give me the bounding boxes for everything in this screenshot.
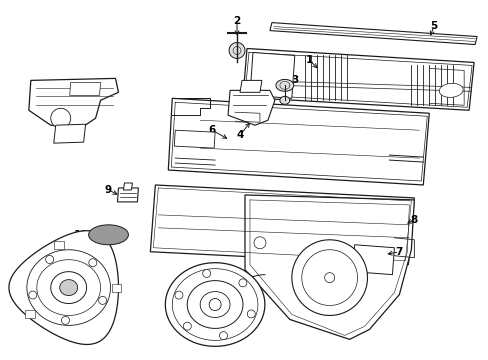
Polygon shape xyxy=(249,53,294,98)
Polygon shape xyxy=(37,260,101,315)
Text: 3: 3 xyxy=(290,75,298,85)
Text: 13: 13 xyxy=(16,284,30,294)
Polygon shape xyxy=(99,296,106,304)
Text: 12: 12 xyxy=(56,84,71,93)
Polygon shape xyxy=(200,292,229,318)
Polygon shape xyxy=(123,183,132,190)
Polygon shape xyxy=(150,185,413,265)
Polygon shape xyxy=(244,195,413,339)
Polygon shape xyxy=(187,280,243,328)
Text: 7: 7 xyxy=(395,247,402,257)
Polygon shape xyxy=(229,42,244,58)
Polygon shape xyxy=(88,225,128,245)
Polygon shape xyxy=(291,240,367,315)
Polygon shape xyxy=(51,108,71,128)
Polygon shape xyxy=(227,90,274,125)
Polygon shape xyxy=(219,332,227,339)
Polygon shape xyxy=(183,322,191,330)
Text: 6: 6 xyxy=(208,125,215,135)
Polygon shape xyxy=(165,263,264,346)
Polygon shape xyxy=(172,269,258,340)
Polygon shape xyxy=(9,231,118,345)
Polygon shape xyxy=(301,250,357,306)
Polygon shape xyxy=(51,272,86,303)
Polygon shape xyxy=(324,273,334,283)
Polygon shape xyxy=(117,188,138,202)
Polygon shape xyxy=(253,237,265,249)
Polygon shape xyxy=(69,82,101,95)
Polygon shape xyxy=(239,279,246,287)
Polygon shape xyxy=(174,130,215,148)
Polygon shape xyxy=(29,78,118,128)
Polygon shape xyxy=(27,250,110,325)
Polygon shape xyxy=(45,256,54,264)
Text: 5: 5 xyxy=(430,21,437,31)
Polygon shape xyxy=(61,316,69,324)
Polygon shape xyxy=(279,96,289,104)
Text: 9: 9 xyxy=(105,185,112,195)
Polygon shape xyxy=(243,49,473,110)
Polygon shape xyxy=(269,23,476,45)
Polygon shape xyxy=(240,80,262,92)
Text: 8: 8 xyxy=(410,215,417,225)
Text: 1: 1 xyxy=(305,55,313,66)
Polygon shape xyxy=(25,310,35,318)
Polygon shape xyxy=(275,80,293,91)
Polygon shape xyxy=(54,241,63,249)
Text: 11: 11 xyxy=(193,291,207,301)
Polygon shape xyxy=(111,284,121,292)
Text: 2: 2 xyxy=(233,15,240,26)
Polygon shape xyxy=(175,291,183,299)
Polygon shape xyxy=(89,259,97,267)
Polygon shape xyxy=(209,298,221,310)
Polygon shape xyxy=(29,291,37,299)
Text: 10: 10 xyxy=(73,230,88,240)
Polygon shape xyxy=(54,124,85,143)
Polygon shape xyxy=(247,310,255,318)
Polygon shape xyxy=(60,280,78,296)
Polygon shape xyxy=(203,269,210,278)
Polygon shape xyxy=(438,83,462,97)
Polygon shape xyxy=(352,245,394,275)
Text: 4: 4 xyxy=(236,130,243,140)
Polygon shape xyxy=(168,98,428,185)
